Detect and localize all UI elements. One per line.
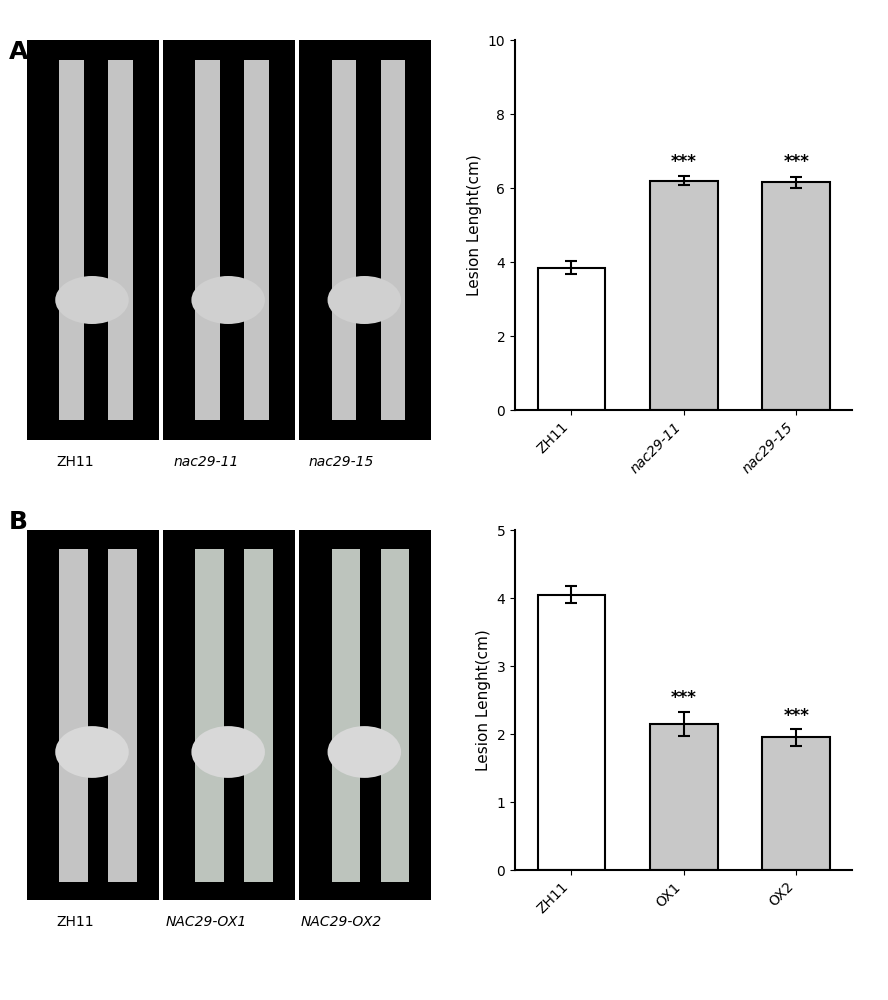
Ellipse shape xyxy=(55,276,129,324)
Bar xyxy=(59,60,83,420)
Bar xyxy=(381,60,405,420)
Bar xyxy=(27,40,159,440)
Bar xyxy=(299,530,431,900)
Bar xyxy=(163,530,295,900)
Text: nac29-11: nac29-11 xyxy=(174,455,239,469)
Bar xyxy=(195,548,224,882)
Bar xyxy=(195,60,220,420)
Text: B: B xyxy=(9,510,28,534)
Text: nac29-15: nac29-15 xyxy=(308,455,374,469)
Bar xyxy=(537,268,605,410)
Bar xyxy=(763,737,830,870)
Text: A: A xyxy=(9,40,28,64)
Bar xyxy=(763,182,830,410)
Bar xyxy=(650,181,718,410)
Bar xyxy=(244,548,274,882)
Text: ZH11: ZH11 xyxy=(57,915,94,929)
Bar xyxy=(299,40,431,440)
Text: ***: *** xyxy=(783,707,809,725)
Text: ***: *** xyxy=(670,689,697,707)
Bar xyxy=(381,548,409,882)
Y-axis label: Lesion Lenght(cm): Lesion Lenght(cm) xyxy=(476,629,491,771)
Bar xyxy=(27,530,159,900)
Ellipse shape xyxy=(192,276,265,324)
Bar xyxy=(331,548,361,882)
Ellipse shape xyxy=(55,726,129,778)
Bar xyxy=(108,548,137,882)
Text: ZH11: ZH11 xyxy=(57,455,94,469)
Ellipse shape xyxy=(328,276,401,324)
Bar xyxy=(244,60,269,420)
Text: ***: *** xyxy=(783,153,809,171)
Bar xyxy=(537,595,605,870)
Ellipse shape xyxy=(192,726,265,778)
Bar xyxy=(59,548,88,882)
Text: NAC29-OX1: NAC29-OX1 xyxy=(166,915,247,929)
Text: ***: *** xyxy=(670,153,697,171)
Text: NAC29-OX2: NAC29-OX2 xyxy=(300,915,382,929)
Y-axis label: Lesion Lenght(cm): Lesion Lenght(cm) xyxy=(467,154,482,296)
Bar xyxy=(163,40,295,440)
Bar xyxy=(650,724,718,870)
Ellipse shape xyxy=(328,726,401,778)
Bar xyxy=(331,60,356,420)
Bar xyxy=(108,60,133,420)
